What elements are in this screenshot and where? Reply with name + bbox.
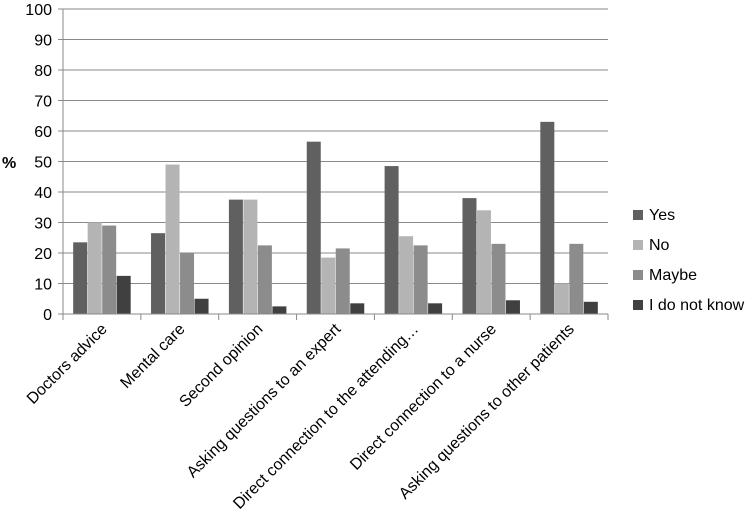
gridlines xyxy=(63,8,608,284)
axes xyxy=(58,8,609,320)
bar-yes xyxy=(73,242,88,314)
bar-yes xyxy=(384,166,399,314)
bar-no xyxy=(87,222,102,314)
bar-i-do-not-know xyxy=(194,298,209,314)
bar-no xyxy=(399,236,414,314)
bar-i-do-not-know xyxy=(116,275,131,314)
x-tick-label: Asking questions to other patients xyxy=(396,321,578,503)
bar-yes xyxy=(306,141,321,314)
x-tick-label: Asking questions to an expert xyxy=(184,320,345,481)
bar-no xyxy=(165,164,180,314)
bar-maybe xyxy=(102,225,117,314)
bar-yes xyxy=(151,233,166,314)
y-tick-label: 40 xyxy=(34,185,52,202)
bar-maybe xyxy=(491,243,506,314)
x-tick-label: Doctors advice xyxy=(24,321,111,408)
bar-i-do-not-know xyxy=(428,303,443,314)
x-tick-label: Direct connection to a nurse xyxy=(347,321,500,474)
x-tick-label: Mental care xyxy=(117,321,188,392)
legend-swatch xyxy=(633,240,643,250)
bar-yes xyxy=(228,199,243,314)
legend-swatch xyxy=(633,300,643,310)
legend-label: Yes xyxy=(649,207,675,224)
bar-i-do-not-know xyxy=(505,300,520,314)
bar-yes xyxy=(462,198,477,314)
legend-label: I do not know xyxy=(649,297,745,314)
bar-maybe xyxy=(335,248,350,314)
legend: Yes No Maybe I do not know xyxy=(633,207,745,314)
bar-maybe xyxy=(180,253,195,314)
y-axis-label: % xyxy=(2,155,16,172)
y-tick-label: 90 xyxy=(34,33,52,50)
legend-swatch xyxy=(633,270,643,280)
bars xyxy=(73,121,598,314)
y-tick-label: 30 xyxy=(34,216,52,233)
bar-no xyxy=(321,257,336,314)
bar-i-do-not-know xyxy=(350,303,365,314)
y-tick-label: 70 xyxy=(34,94,52,111)
y-tick-labels: 0 10 20 30 40 50 60 70 80 90 100 xyxy=(25,2,52,324)
y-tick-label: 100 xyxy=(25,2,52,19)
x-tick-label: Second opinion xyxy=(176,321,266,411)
bar-yes xyxy=(540,121,555,314)
y-tick-label: 10 xyxy=(34,277,52,294)
bar-maybe xyxy=(569,243,584,314)
y-tick-label: 50 xyxy=(34,155,52,172)
bar-no xyxy=(243,199,258,314)
bar-no xyxy=(554,283,569,314)
legend-swatch xyxy=(633,210,643,220)
y-tick-label: 60 xyxy=(34,124,52,141)
y-tick-label: 0 xyxy=(43,307,52,324)
y-tick-label: 80 xyxy=(34,63,52,80)
bar-i-do-not-know xyxy=(583,301,598,314)
legend-label: No xyxy=(649,237,670,254)
bar-i-do-not-know xyxy=(272,306,287,314)
bar-maybe xyxy=(257,245,272,314)
bar-maybe xyxy=(413,245,428,314)
y-tick-label: 20 xyxy=(34,246,52,263)
bar-no xyxy=(476,210,491,314)
legend-label: Maybe xyxy=(649,267,697,284)
